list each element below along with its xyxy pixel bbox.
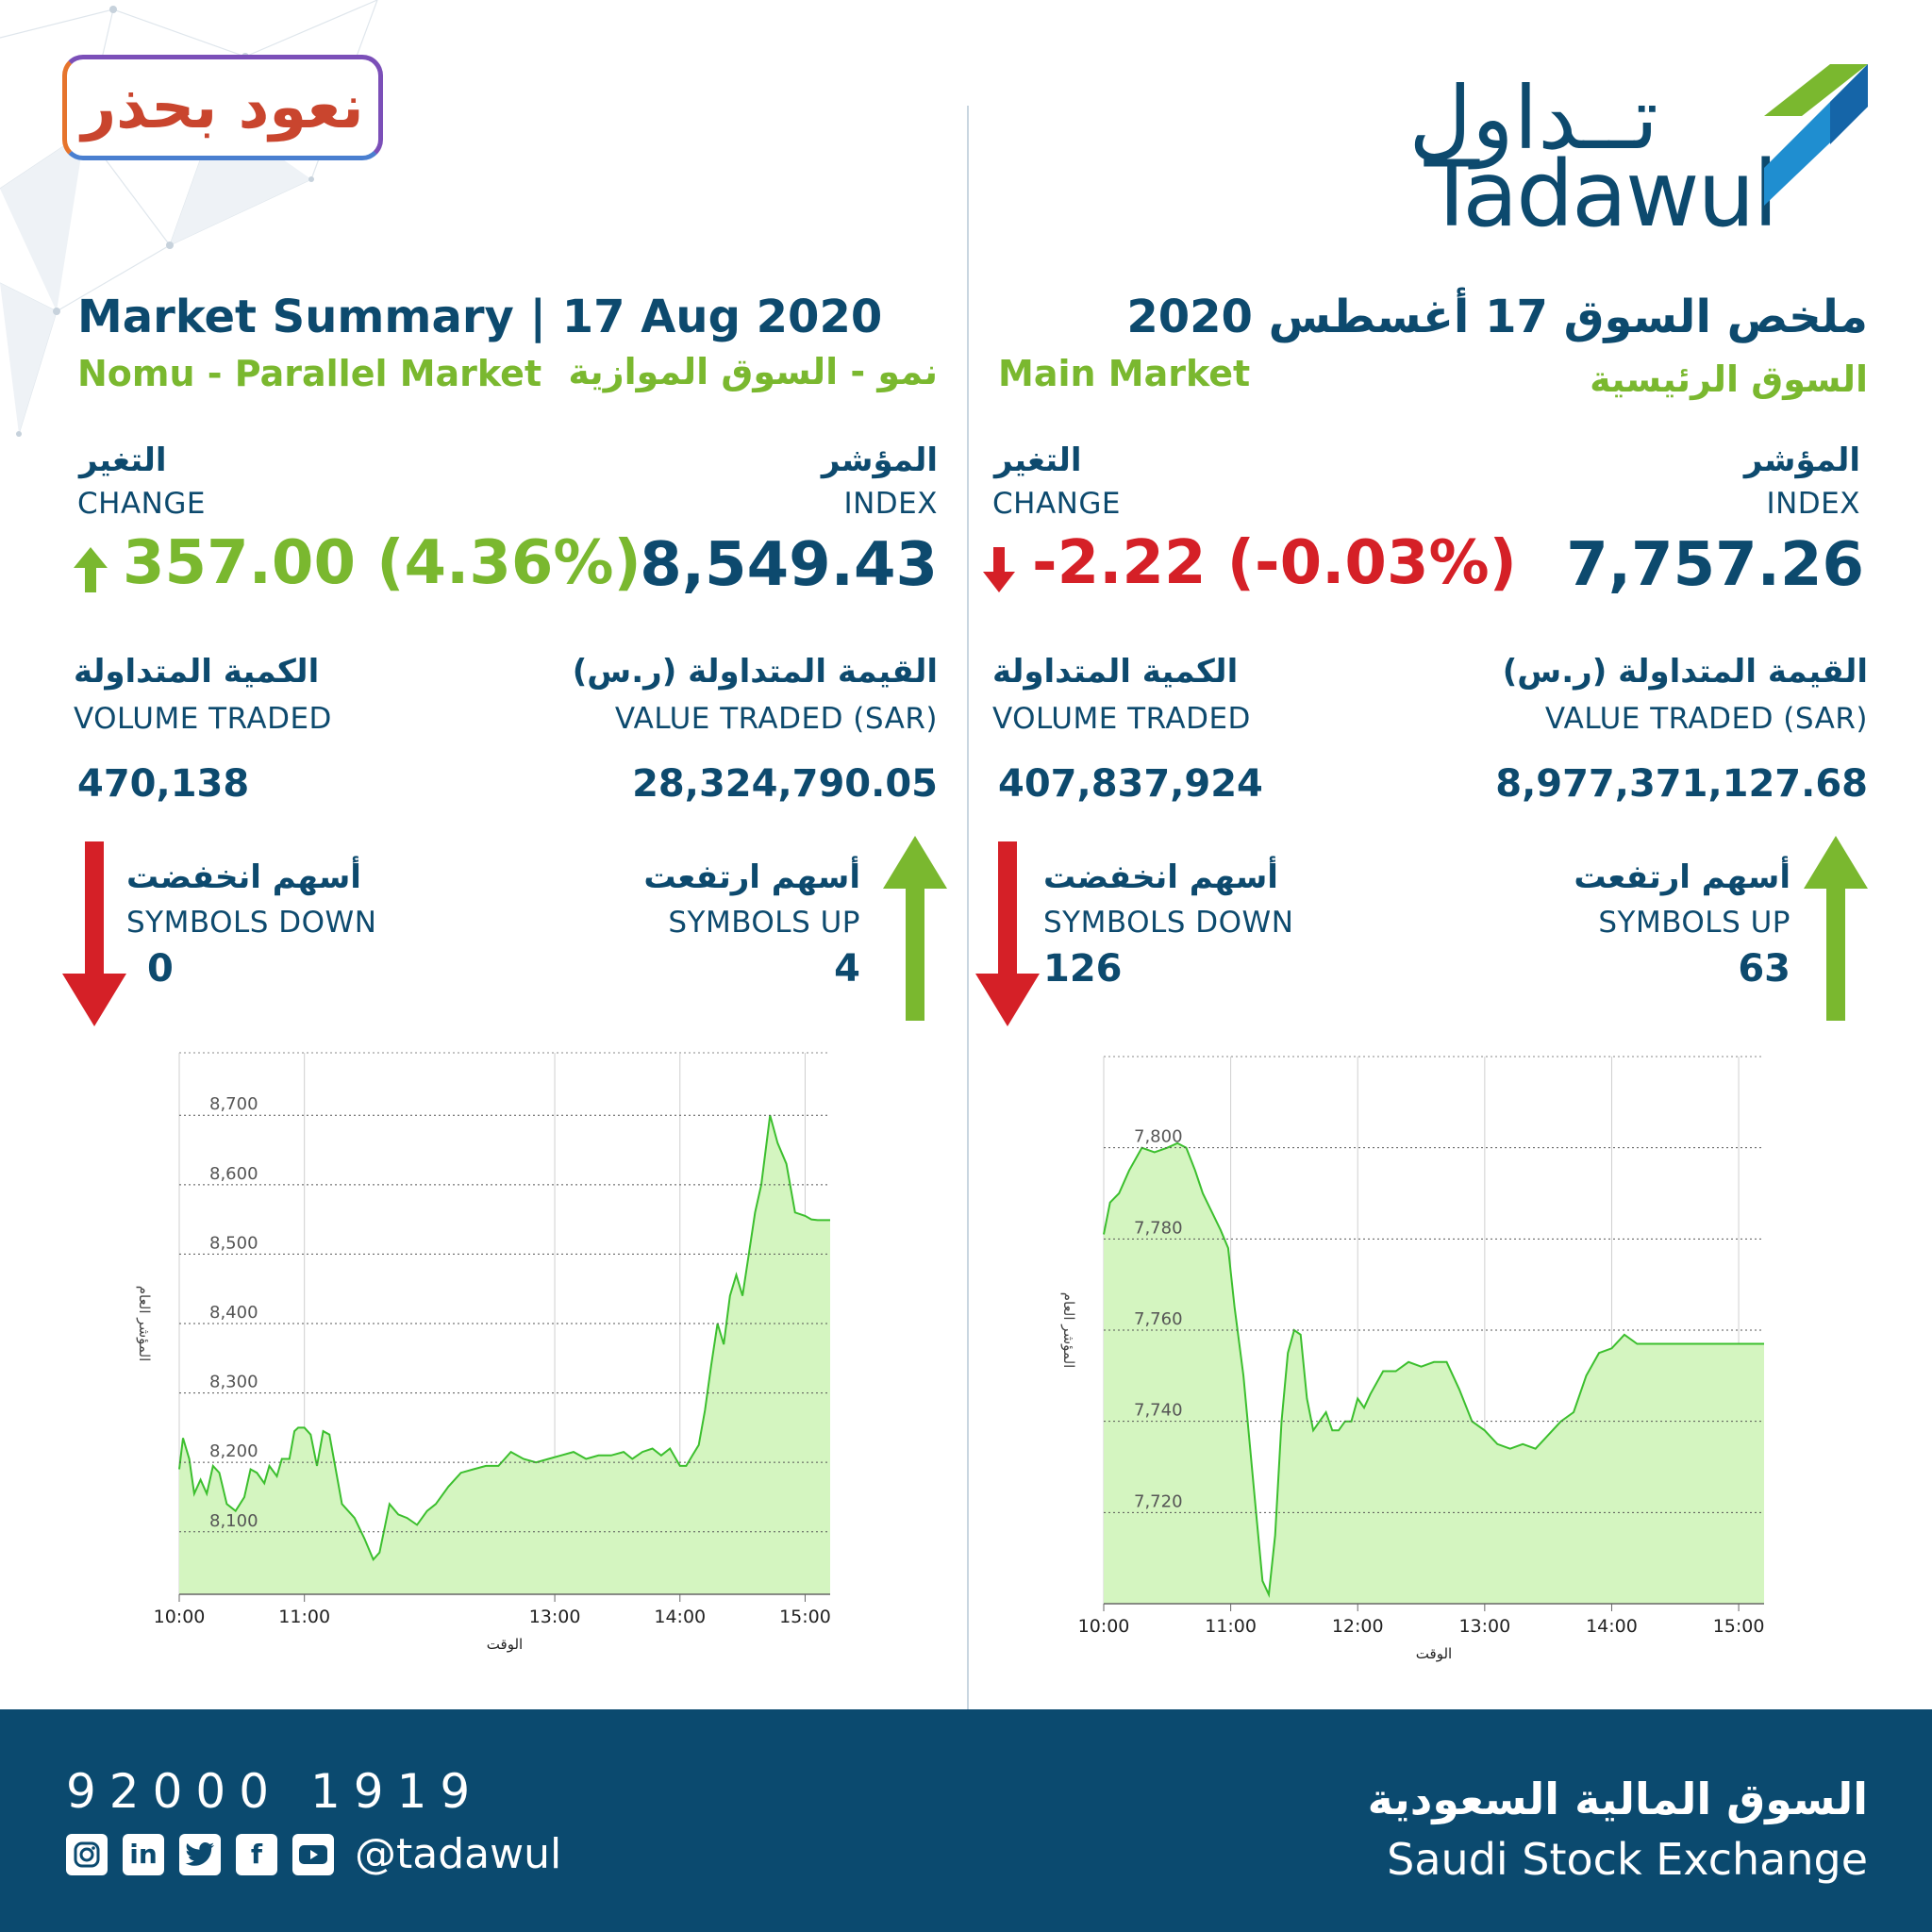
nomu-up-label-ar: أسهم ارتفعت — [643, 858, 860, 896]
nomu-index-chart: 8,100 8,200 8,300 8,400 8,500 8,600 8,700 10:00… — [136, 1052, 831, 1653]
chart-x-tick-label: 11:00 — [1205, 1616, 1257, 1637]
main-up-value: 63 — [1738, 947, 1790, 991]
chart-x-tick-label: 11:00 — [278, 1607, 330, 1627]
chart-series-line — [1103, 1141, 1764, 1599]
main-market-title-en: Main Market — [998, 353, 1251, 394]
nomu-down-value: 0 — [147, 947, 174, 991]
nomu-value-label-ar: القيمة المتداولة (ر.س) — [572, 653, 938, 691]
instagram-icon[interactable] — [66, 1833, 108, 1875]
column-divider — [967, 106, 969, 1709]
chart-y-tick-label: 8,400 — [209, 1303, 258, 1323]
nomu-up-label-en: SYMBOLS UP — [668, 906, 860, 940]
back-with-caution-badge: نعود بحذر — [62, 55, 383, 160]
nomu-volume-label-en: VOLUME TRADED — [74, 702, 332, 736]
chart-y-tick-label: 8,600 — [209, 1164, 258, 1184]
main-down-label-ar: أسهم انخفضت — [1043, 858, 1278, 896]
phone-number[interactable]: 92000 1919 — [66, 1764, 484, 1819]
main-value-traded: 8,977,371,127.68 — [1495, 762, 1868, 806]
chart-y-axis-label: المؤشر العام — [136, 1286, 153, 1362]
change-down-arrow-icon — [983, 547, 1015, 592]
chart-x-tick-label: 14:00 — [654, 1607, 706, 1627]
change-up-arrow-icon — [74, 547, 108, 592]
chart-x-tick-label: 10:00 — [1078, 1616, 1130, 1637]
chart-area-fill — [179, 1115, 830, 1594]
main-change-label-ar: التغير — [994, 441, 1082, 479]
twitter-icon[interactable] — [179, 1833, 221, 1875]
nomu-index-value: 8,549.43 — [640, 530, 938, 600]
chart-y-tick-label: 8,500 — [209, 1233, 258, 1253]
nomu-value-traded: 28,324,790.05 — [632, 762, 938, 806]
main-index-label-ar: المؤشر — [1743, 441, 1860, 479]
social-handle[interactable]: @tadawul — [355, 1830, 562, 1878]
chart-x-tick-label: 13:00 — [529, 1607, 581, 1627]
chart-x-tick-label: 12:00 — [1332, 1616, 1384, 1637]
main-volume-label-en: VOLUME TRADED — [992, 702, 1251, 736]
tadawul-logo-mark — [1764, 64, 1868, 206]
main-index-label-en: INDEX — [1766, 487, 1860, 521]
nomu-value-label-en: VALUE TRADED (SAR) — [614, 702, 938, 736]
main-market-title-ar: السوق الرئيسية — [1590, 358, 1868, 400]
facebook-icon[interactable]: f — [236, 1833, 277, 1875]
nomu-up-value: 4 — [834, 947, 860, 991]
main-summary-title-ar: ملخص السوق 17 أغسطس 2020 — [1126, 291, 1868, 343]
social-links: in f @tadawul — [66, 1830, 561, 1878]
footer-bar — [0, 1709, 1932, 1932]
symbols-down-arrow-icon — [62, 841, 126, 1026]
chart-y-tick-label: 7,740 — [1134, 1401, 1183, 1421]
main-change-value: -2.22 (-0.03%) — [1032, 528, 1517, 598]
nomu-title-en: Nomu - Parallel Market — [77, 353, 542, 394]
chart-y-tick-label: 7,780 — [1134, 1218, 1183, 1238]
chart-series-line — [178, 1114, 830, 1562]
logo-english: Tadawul — [1424, 142, 1778, 247]
nomu-down-label-en: SYMBOLS DOWN — [126, 906, 377, 940]
main-change-label-en: CHANGE — [992, 487, 1121, 521]
chart-y-tick-label: 7,720 — [1134, 1491, 1183, 1511]
symbols-down-arrow-icon — [975, 841, 1040, 1026]
main-down-label-en: SYMBOLS DOWN — [1043, 906, 1294, 940]
market-summary-title: Market Summary | 17 Aug 2020 — [77, 291, 883, 343]
main-up-label-en: SYMBOLS UP — [1598, 906, 1790, 940]
symbols-up-arrow-icon — [1804, 836, 1868, 1021]
chart-x-axis-label: الوقت — [1416, 1645, 1452, 1662]
nomu-volume-value: 470,138 — [77, 762, 250, 806]
badge-text: نعود بحذر — [81, 73, 364, 142]
nomu-change-label-en: CHANGE — [77, 487, 206, 521]
main-up-label-ar: أسهم ارتفعت — [1574, 858, 1790, 896]
nomu-index-label-en: INDEX — [843, 487, 938, 521]
nomu-index-label-ar: المؤشر — [821, 441, 938, 479]
chart-x-tick-label: 15:00 — [1713, 1616, 1765, 1637]
nomu-volume-label-ar: الكمية المتداولة — [74, 653, 320, 691]
main-value-label-en: VALUE TRADED (SAR) — [1544, 702, 1868, 736]
chart-y-tick-label: 8,200 — [209, 1441, 258, 1461]
symbols-up-arrow-icon — [883, 836, 947, 1021]
exchange-name-ar: السوق المالية السعودية — [1367, 1774, 1868, 1824]
chart-y-tick-label: 8,300 — [209, 1373, 258, 1392]
nomu-change-label-ar: التغير — [79, 441, 167, 479]
main-volume-value: 407,837,924 — [998, 762, 1263, 806]
exchange-name-en: Saudi Stock Exchange — [1387, 1834, 1868, 1885]
main-volume-label-ar: الكمية المتداولة — [992, 653, 1239, 691]
nomu-change-value: 357.00 (4.36%) — [123, 528, 641, 598]
chart-x-tick-label: 10:00 — [154, 1607, 206, 1627]
chart-x-tick-label: 14:00 — [1586, 1616, 1638, 1637]
nomu-title-ar: نمو - السوق الموازية — [568, 351, 938, 392]
main-value-label-ar: القيمة المتداولة (ر.س) — [1502, 653, 1868, 691]
main-down-value: 126 — [1043, 947, 1123, 991]
main-index-value: 7,757.26 — [1566, 530, 1864, 600]
chart-x-axis-label: الوقت — [487, 1636, 523, 1653]
main-index-chart: 7,720 7,740 7,760 7,780 7,800 10:00 11:00 12:00… — [1060, 1056, 1765, 1662]
nomu-down-label-ar: أسهم انخفضت — [126, 858, 361, 896]
chart-x-tick-label: 15:00 — [779, 1607, 831, 1627]
chart-area-fill — [1104, 1142, 1764, 1604]
chart-y-tick-label: 7,760 — [1134, 1309, 1183, 1329]
chart-y-tick-label: 7,800 — [1134, 1127, 1183, 1147]
chart-y-tick-label: 8,100 — [209, 1511, 258, 1531]
logo-arabic: تــداول — [1408, 68, 1658, 169]
chart-x-tick-label: 13:00 — [1458, 1616, 1510, 1637]
linkedin-icon[interactable]: in — [123, 1833, 164, 1875]
youtube-icon[interactable] — [292, 1833, 334, 1875]
chart-y-axis-label: المؤشر العام — [1060, 1292, 1077, 1369]
chart-y-tick-label: 8,700 — [209, 1094, 258, 1114]
